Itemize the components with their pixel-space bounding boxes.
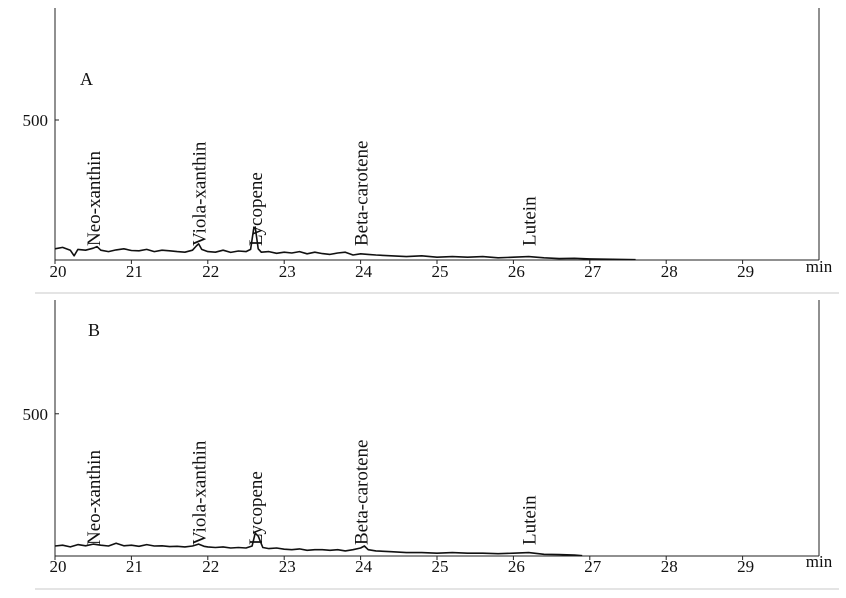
peak-label: Lycopene <box>246 471 267 545</box>
x-tick-label: 26 <box>508 557 525 576</box>
x-tick-label: 24 <box>355 557 373 576</box>
x-tick-label: 29 <box>737 557 754 576</box>
x-tick-label: 22 <box>202 262 219 281</box>
y-tick-label: 500 <box>23 405 49 424</box>
x-tick-label: 29 <box>737 262 754 281</box>
x-tick-label: 27 <box>584 262 602 281</box>
x-tick-label: 20 <box>50 557 67 576</box>
peak-label: Neo-xanthin <box>84 450 105 545</box>
peak-label: Viola-xanthin <box>190 440 211 545</box>
y-tick-label: 500 <box>23 111 49 130</box>
x-tick-label: 26 <box>508 262 525 281</box>
peak-label: Viola-xanthin <box>190 141 211 246</box>
x-unit-label: min <box>806 257 833 276</box>
chromatogram-trace <box>54 532 583 557</box>
x-tick-label: 21 <box>126 557 143 576</box>
chromatogram-trace <box>54 226 636 261</box>
x-unit-label: min <box>806 552 833 571</box>
peak-label: Neo-xanthin <box>84 151 105 246</box>
x-tick-label: 24 <box>355 262 373 281</box>
x-tick-label: 25 <box>432 262 449 281</box>
x-tick-label: 28 <box>661 557 678 576</box>
x-tick-label: 23 <box>279 557 296 576</box>
x-tick-label: 28 <box>661 262 678 281</box>
x-tick-label: 25 <box>432 557 449 576</box>
peak-label: Lutein <box>520 495 541 545</box>
peak-label: Lycopene <box>246 172 267 246</box>
peak-label: Beta-carotene <box>352 141 373 246</box>
chart-panel-a: 20 21 22 23 24 25 26 27 28 29 min 500 A Neo-xanthin Vi… <box>23 8 839 294</box>
x-tick-label: 27 <box>584 557 602 576</box>
panel-label: B <box>88 320 100 340</box>
peak-label: Beta-carotene <box>352 440 373 545</box>
panel-label: A <box>80 69 93 89</box>
x-tick-label: 21 <box>126 262 143 281</box>
peak-label: Lutein <box>520 196 541 246</box>
chart-panel-b: 20 21 22 23 24 25 26 27 28 29 min 500 B Neo-xanthin Vi… <box>23 300 839 590</box>
x-tick-label: 20 <box>50 262 67 281</box>
x-tick-label: 23 <box>279 262 296 281</box>
x-tick-label: 22 <box>202 557 219 576</box>
